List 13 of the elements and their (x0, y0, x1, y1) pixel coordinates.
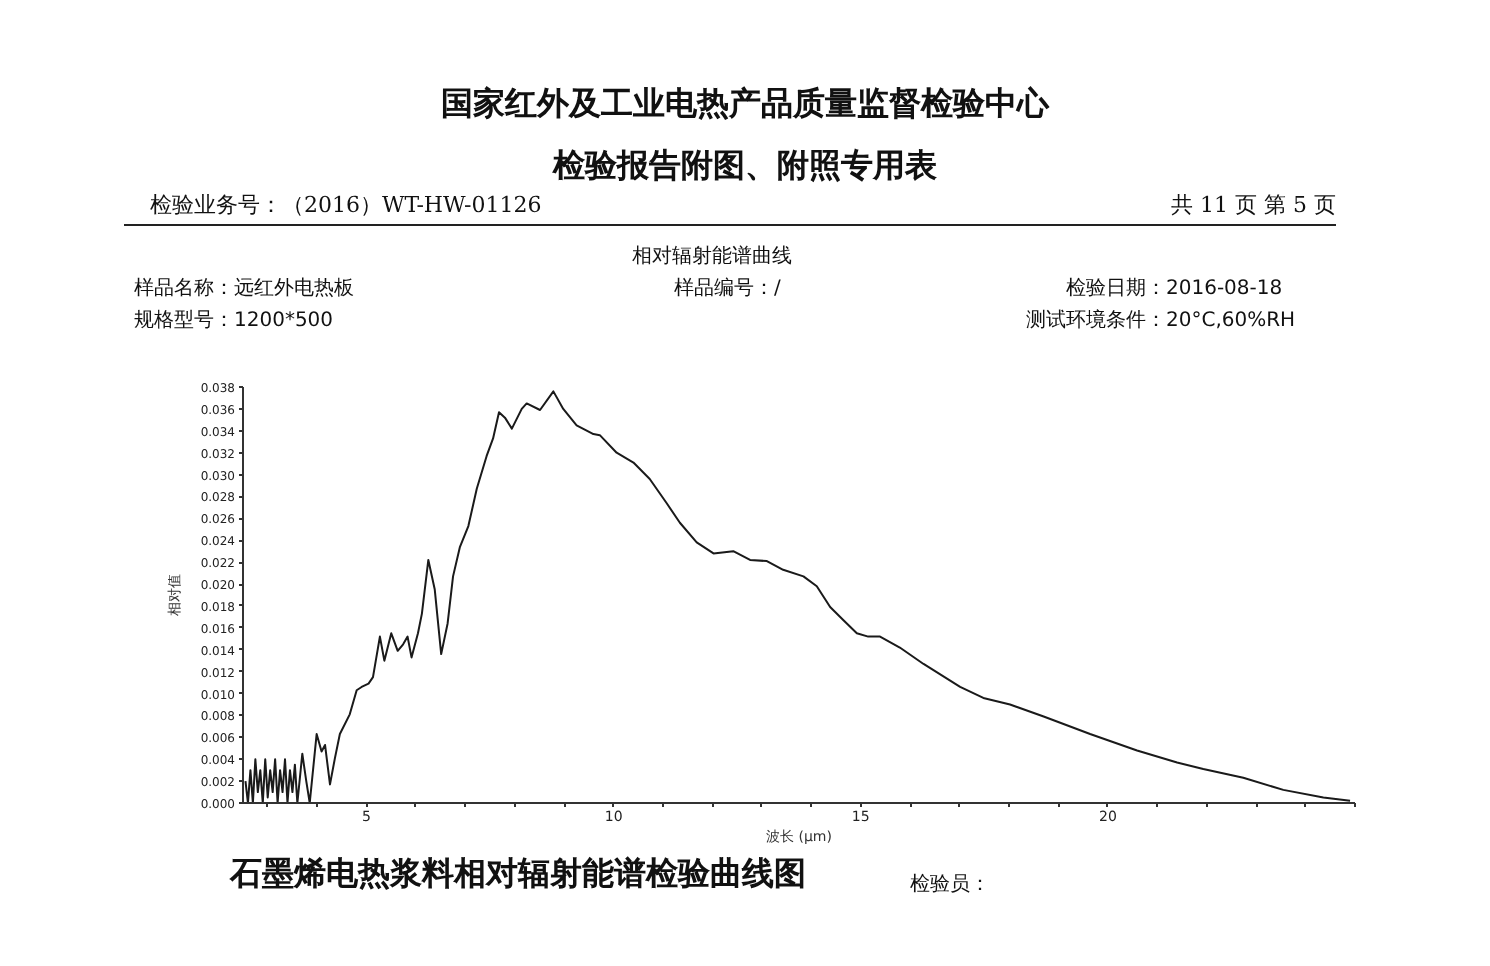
text: 样品编号：/ (674, 278, 781, 302)
chart-title: 国家红外及工业电热产品质量监督检验中心 (441, 84, 1049, 123)
chart-subtitle: 检验报告附图、附照专用表 (553, 146, 937, 185)
text: 样品名称：远红外电热板 (134, 278, 354, 302)
text: 检验员： (910, 874, 990, 898)
text: 石墨烯电热浆料相对辐射能谱检验曲线图 (230, 854, 806, 893)
text: 检验日期：2016-08-18 (1066, 278, 1283, 302)
text: 规格型号：1200*500 (134, 310, 334, 334)
text: 相对辐射能谱曲线 (632, 246, 792, 270)
text: 测试环境条件：20°C,60%RH (1026, 310, 1296, 334)
text: 共 11 页 第 5 页 (1171, 192, 1336, 219)
text: 检验业务号：（2016）WT-HW-01126 (150, 192, 542, 219)
line-series (244, 390, 1352, 803)
